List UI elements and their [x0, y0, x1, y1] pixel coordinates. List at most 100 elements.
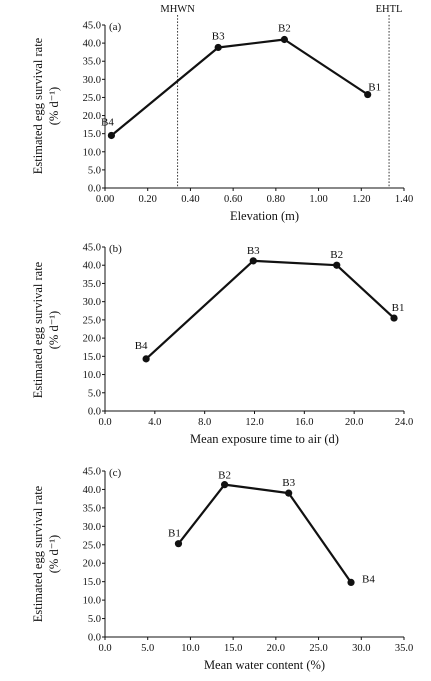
data-point-b1: [364, 90, 372, 99]
x-tick-label: 1.20: [352, 194, 370, 205]
chart-panel-b: 0.0 5.0 10.0 15.0 20.0 25.0 30.0 35.0 40.0 45.0 0.…: [31, 243, 413, 447]
y-tick-label: 30.0: [83, 75, 101, 86]
data-point-label: B2: [330, 249, 343, 261]
data-point-b1: [390, 314, 398, 322]
data-point-b3: [249, 257, 257, 265]
y-tick-label: 35.0: [83, 503, 101, 514]
y-tick-label: 25.0: [83, 93, 101, 104]
reference-line-label: MHWN: [160, 4, 195, 15]
data-point-label: B1: [392, 302, 405, 314]
x-tick-label: 1.40: [395, 194, 413, 205]
x-tick-label: 5.0: [141, 643, 154, 654]
x-tick-label: 24.0: [395, 417, 413, 428]
panel-label: (b): [109, 243, 122, 255]
y-tick-label: 30.0: [83, 297, 101, 308]
y-tick-label: 35.0: [83, 279, 101, 290]
data-point-label: B1: [168, 528, 181, 540]
data-point-label: B4: [135, 340, 148, 352]
x-tick-label: 0.80: [267, 194, 285, 205]
y-tick-label: 10.0: [83, 147, 101, 158]
data-point-b4: [107, 131, 116, 140]
y-tick-label: 40.0: [83, 485, 101, 496]
y-tick-label: 5.0: [88, 165, 101, 176]
y-tick-label: 15.0: [83, 129, 101, 140]
y-tick-label: 10.0: [83, 370, 101, 381]
y-tick-label: 40.0: [83, 39, 101, 50]
y-tick-label: 20.0: [83, 334, 101, 345]
y-tick-label: 15.0: [83, 577, 101, 588]
data-point-label: B3: [282, 477, 295, 489]
x-tick-label: 0.0: [98, 417, 111, 428]
data-point-label: B3: [212, 30, 225, 42]
y-tick-label: 45.0: [83, 467, 101, 478]
y-axis-label-line2: (% d⁻¹): [47, 535, 61, 573]
series-line: [145, 259, 395, 360]
y-axis-label-line1: Estimated egg survival rate: [31, 37, 45, 174]
y-axis-label-line2: (% d⁻¹): [47, 87, 61, 125]
y-axis-label: Estimated egg survival rate (% d⁻¹): [31, 485, 61, 622]
reference-line-label: EHTL: [376, 4, 403, 15]
data-point-b4: [347, 578, 355, 587]
y-axis-label-line1: Estimated egg survival rate: [31, 261, 45, 398]
x-tick-label: 35.0: [395, 643, 413, 654]
chart-panel-c: 0.0 5.0 10.0 15.0 20.0 25.0 30.0 35.0 40.0 45.0 0.…: [31, 467, 413, 673]
x-tick-label: 0.00: [96, 194, 114, 205]
y-tick-label: 5.0: [88, 388, 101, 399]
y-tick-label: 20.0: [83, 111, 101, 122]
y-tick-label: 0.0: [88, 407, 101, 418]
y-tick-label: 45.0: [83, 243, 101, 254]
x-tick-label: 0.40: [181, 194, 199, 205]
x-tick-label: 0.60: [224, 194, 242, 205]
data-point-label: B2: [278, 22, 291, 34]
y-tick-label: 10.0: [83, 596, 101, 607]
y-axis-label-line1: Estimated egg survival rate: [31, 485, 45, 622]
data-point-b1: [174, 540, 183, 548]
data-point-b3: [285, 489, 293, 497]
y-tick-label: 40.0: [83, 261, 101, 272]
data-point-label: B3: [247, 245, 260, 257]
chart-panel-a: 0.0 5.0 10.0 15.0 20.0 25.0 30.0 35.0 40.0 45.0 0.…: [31, 4, 413, 223]
x-tick-label: 1.00: [309, 194, 327, 205]
x-axis-label: Mean water content (%): [204, 658, 325, 672]
data-point-b3: [214, 43, 222, 52]
x-tick-label: 16.0: [295, 417, 313, 428]
y-tick-label: 0.0: [88, 184, 101, 195]
x-tick-label: 15.0: [224, 643, 242, 654]
data-point-label: B4: [362, 573, 375, 585]
y-tick-label: 5.0: [88, 614, 101, 625]
x-tick-label: 0.20: [139, 194, 157, 205]
y-axis-label-line2: (% d⁻¹): [47, 311, 61, 349]
data-point-label: B2: [218, 470, 231, 482]
x-tick-label: 4.0: [148, 417, 161, 428]
y-tick-label: 45.0: [83, 21, 101, 32]
y-tick-label: 0.0: [88, 633, 101, 644]
y-axis-label: Estimated egg survival rate (% d⁻¹): [31, 37, 61, 174]
panel-label: (a): [109, 21, 122, 33]
x-tick-label: 20.0: [345, 417, 363, 428]
y-tick-label: 25.0: [83, 315, 101, 326]
data-point-b2: [333, 261, 341, 269]
panel-label: (c): [109, 467, 122, 479]
x-tick-label: 25.0: [309, 643, 327, 654]
y-tick-label: 20.0: [83, 559, 101, 570]
data-point-b2: [280, 35, 288, 44]
y-tick-label: 25.0: [83, 540, 101, 551]
x-tick-label: 0.0: [98, 643, 111, 654]
data-point-b4: [142, 355, 150, 363]
data-point-b2: [221, 481, 229, 489]
series-line: [177, 483, 352, 584]
data-point-label: B4: [101, 116, 114, 128]
y-tick-label: 15.0: [83, 352, 101, 363]
x-tick-label: 10.0: [181, 643, 199, 654]
x-axis-label: Elevation (m): [230, 209, 299, 223]
y-tick-label: 35.0: [83, 57, 101, 68]
x-axis-label: Mean exposure time to air (d): [190, 432, 339, 446]
series-line: [110, 38, 369, 137]
x-tick-label: 30.0: [352, 643, 370, 654]
x-tick-label: 12.0: [245, 417, 263, 428]
y-axis-label: Estimated egg survival rate (% d⁻¹): [31, 261, 61, 398]
x-tick-label: 8.0: [198, 417, 211, 428]
data-point-label: B1: [368, 82, 381, 94]
x-tick-label: 20.0: [267, 643, 285, 654]
